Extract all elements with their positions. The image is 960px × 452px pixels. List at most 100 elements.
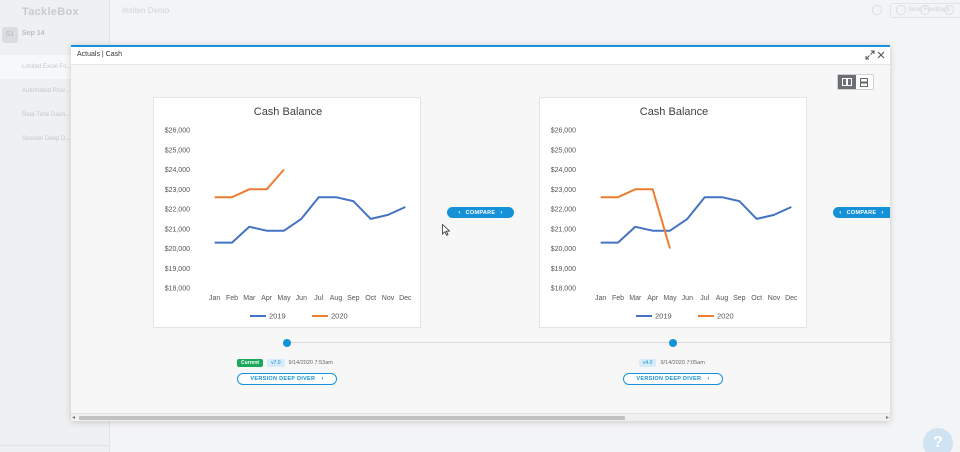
y-tick-label: $20,000 xyxy=(165,246,190,253)
deep-diver-label: VERSION DEEP DIVER xyxy=(250,376,316,382)
timeline-dot-previous[interactable] xyxy=(669,339,677,347)
actuals-cash-modal: Actuals | Cash Cash Balance $18,000 $19,00… xyxy=(71,45,890,421)
x-tick-label: Jul xyxy=(314,295,323,302)
modal-header: Actuals | Cash xyxy=(71,47,890,65)
x-tick-label: Sep xyxy=(347,295,360,302)
version-timeline xyxy=(287,342,890,343)
y-tick-label: $21,000 xyxy=(551,226,576,233)
app-header-title: Insiten Demo xyxy=(122,6,170,15)
chart-title: Cash Balance xyxy=(254,106,323,118)
x-tick-label: Oct xyxy=(365,295,376,302)
x-tick-label: Dec xyxy=(785,295,798,302)
legend-label: 2019 xyxy=(655,312,672,321)
current-badge: Current xyxy=(237,359,264,367)
y-tick-label: $18,000 xyxy=(551,286,576,293)
version-badge: v7.0 xyxy=(267,359,285,367)
help-circle-icon[interactable] xyxy=(872,5,882,15)
x-tick-label: Jun xyxy=(296,295,307,302)
series-line-2019 xyxy=(600,196,792,244)
chart-title: Cash Balance xyxy=(640,106,709,118)
sidebar-item-real-time[interactable]: Real-Time Dash... xyxy=(22,112,71,118)
series-line-2020 xyxy=(600,188,671,249)
series-line-2020 xyxy=(214,168,285,199)
chevron-right-icon: › xyxy=(881,209,884,216)
version-meta-previous: v4.0 9/14/2020 7:05am xyxy=(639,359,705,367)
chevron-right-icon: › xyxy=(500,209,503,216)
legend-label: 2020 xyxy=(331,312,348,321)
compare-button-2[interactable]: ‹ COMPARE › xyxy=(833,207,890,218)
timeline-dot-current[interactable] xyxy=(283,339,291,347)
y-tick-label: $22,000 xyxy=(551,207,576,214)
chart-card-previous: Cash Balance $18,000 $19,000 $20,000 $21,000… xyxy=(539,97,807,328)
x-tick-label: Jul xyxy=(700,295,709,302)
view-toggle xyxy=(837,74,874,90)
scroll-left-icon[interactable]: ◂ xyxy=(72,415,76,421)
modal-title: Actuals | Cash xyxy=(77,51,123,58)
x-tick-label: Nov xyxy=(768,295,781,302)
y-tick-label: $21,000 xyxy=(165,226,190,233)
cash-balance-chart-previous: Cash Balance $18,000 $19,000 $20,000 $21,000… xyxy=(551,106,798,321)
scrollbar-thumb[interactable] xyxy=(79,416,625,420)
y-tick-label: $26,000 xyxy=(551,128,576,135)
legend-label: 2020 xyxy=(717,312,734,321)
y-tick-label: $23,000 xyxy=(165,187,190,194)
x-tick-label: Apr xyxy=(261,295,273,302)
scroll-right-icon[interactable]: ▸ xyxy=(885,415,889,421)
version-deep-diver-button-2[interactable]: VERSION DEEP DIVER › xyxy=(623,373,723,385)
user-icon[interactable] xyxy=(944,5,954,15)
x-tick-label: Jun xyxy=(682,295,693,302)
x-tick-label: Apr xyxy=(647,295,659,302)
x-tick-label: May xyxy=(277,295,291,302)
y-tick-label: $18,000 xyxy=(165,286,190,293)
y-tick-label: $19,000 xyxy=(165,266,190,273)
mouse-cursor-icon xyxy=(442,224,450,236)
chevron-left-icon: ‹ xyxy=(458,209,461,216)
y-tick-label: $20,000 xyxy=(551,246,576,253)
help-button[interactable]: ? xyxy=(923,428,953,452)
date-chip: S1 xyxy=(2,27,18,43)
gear-icon[interactable] xyxy=(920,5,930,15)
x-tick-label: Mar xyxy=(243,295,256,302)
x-tick-label: Aug xyxy=(716,295,729,302)
version-meta-current: Current v7.0 9/14/2020 7:53am xyxy=(237,359,333,367)
x-tick-label: May xyxy=(663,295,677,302)
app-logo: TackleBox xyxy=(22,6,79,18)
chevron-right-icon: › xyxy=(321,376,324,382)
y-tick-label: $22,000 xyxy=(165,207,190,214)
side-by-side-icon[interactable] xyxy=(838,75,856,89)
version-deep-diver-button[interactable]: VERSION DEEP DIVER › xyxy=(237,373,337,385)
version-badge: v4.0 xyxy=(639,359,657,367)
x-tick-label: Oct xyxy=(751,295,762,302)
y-tick-label: $25,000 xyxy=(165,147,190,154)
y-tick-label: $24,000 xyxy=(551,167,576,174)
y-tick-label: $23,000 xyxy=(551,187,576,194)
x-tick-label: Dec xyxy=(399,295,412,302)
series-line-2019 xyxy=(214,196,406,244)
horizontal-scrollbar[interactable]: ◂ ▸ xyxy=(71,413,890,421)
y-tick-label: $19,000 xyxy=(551,266,576,273)
sidebar-item-automated[interactable]: Automated Prov... xyxy=(22,88,70,94)
version-timestamp: 9/14/2020 7:05am xyxy=(660,360,705,366)
chevron-left-icon: ‹ xyxy=(839,209,842,216)
close-icon[interactable] xyxy=(876,50,886,60)
deep-diver-label: VERSION DEEP DIVER xyxy=(636,376,702,382)
y-tick-label: $25,000 xyxy=(551,147,576,154)
x-tick-label: Mar xyxy=(629,295,642,302)
x-tick-label: Nov xyxy=(382,295,395,302)
y-tick-label: $26,000 xyxy=(165,128,190,135)
x-tick-label: Sep xyxy=(733,295,746,302)
app-header: Insiten Demo Send Feedback xyxy=(110,0,960,22)
expand-icon[interactable] xyxy=(865,50,875,60)
x-tick-label: Feb xyxy=(612,295,624,302)
y-tick-label: $24,000 xyxy=(165,167,190,174)
bell-icon[interactable] xyxy=(896,5,906,15)
sidebar-item-session[interactable]: Session Deep D... xyxy=(22,136,71,142)
date-label: Sep 14 xyxy=(22,30,45,37)
compare-button[interactable]: ‹ COMPARE › xyxy=(447,207,514,218)
cash-balance-chart-current: Cash Balance $18,000 $19,000 $20,000 $21,000… xyxy=(165,106,412,321)
version-timestamp: 9/14/2020 7:53am xyxy=(288,360,333,366)
stacked-icon[interactable] xyxy=(856,75,874,89)
x-tick-label: Jan xyxy=(595,295,606,302)
x-tick-label: Aug xyxy=(330,295,343,302)
sidebar-divider xyxy=(0,445,110,446)
